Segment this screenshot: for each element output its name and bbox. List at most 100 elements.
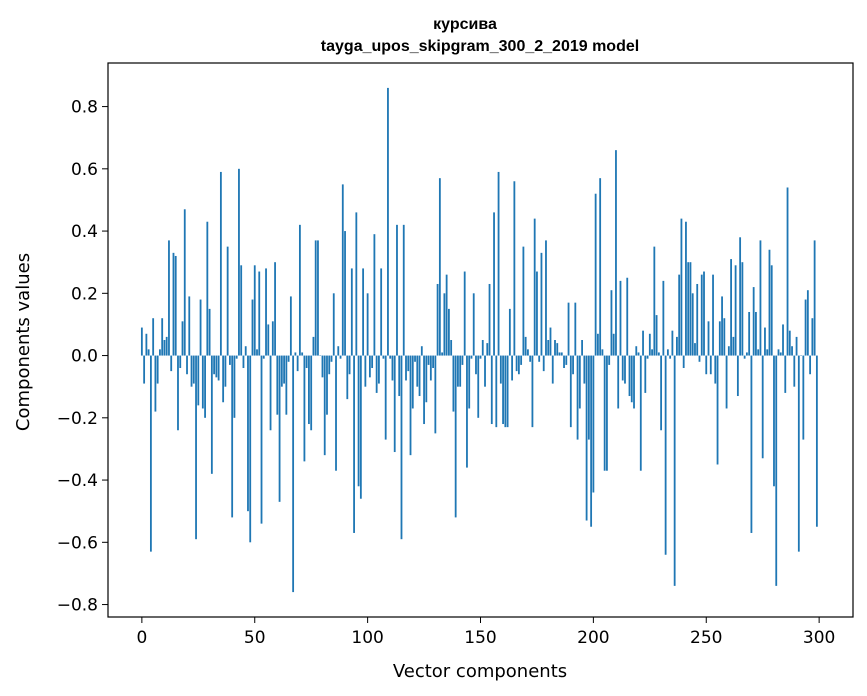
bar — [755, 311, 757, 356]
bar — [592, 355, 595, 493]
bar — [179, 355, 182, 369]
bar — [348, 355, 351, 375]
bar — [657, 352, 660, 356]
bar — [782, 324, 784, 356]
bar — [366, 293, 369, 356]
x-tick-label: 150 — [464, 628, 496, 648]
bar — [393, 355, 396, 453]
x-tick-label: 50 — [244, 628, 266, 648]
bar — [375, 355, 378, 393]
bar — [445, 274, 448, 356]
bar — [470, 355, 473, 359]
bar — [700, 274, 703, 356]
bar — [472, 293, 475, 356]
bar — [506, 355, 509, 428]
bar — [420, 346, 423, 356]
bar — [296, 355, 299, 372]
bar — [730, 259, 732, 356]
bar — [680, 218, 683, 356]
bar — [709, 355, 712, 375]
bar — [673, 355, 676, 586]
bar — [576, 355, 579, 440]
bar — [339, 355, 342, 359]
bar — [687, 262, 690, 356]
bar — [797, 355, 800, 552]
bar — [569, 355, 572, 428]
bar — [685, 221, 687, 356]
bar — [608, 355, 611, 365]
bar — [603, 355, 606, 471]
bar — [490, 355, 493, 425]
bar — [402, 224, 405, 356]
bar — [511, 355, 514, 381]
bar — [206, 221, 209, 356]
bar — [773, 355, 775, 487]
bar — [630, 355, 633, 403]
bar — [301, 352, 304, 356]
bar — [384, 355, 387, 440]
bar — [208, 308, 211, 356]
bar — [461, 355, 464, 365]
bar — [732, 336, 735, 356]
bar — [463, 271, 466, 356]
bar — [294, 352, 297, 356]
bar — [655, 315, 658, 356]
bar — [154, 355, 157, 412]
x-tick-label: 250 — [690, 628, 722, 648]
bar — [741, 262, 744, 356]
bar — [459, 355, 462, 387]
bar — [617, 355, 620, 409]
bar — [612, 333, 615, 356]
bar — [152, 318, 155, 356]
bar — [527, 349, 529, 356]
bar — [312, 336, 315, 356]
bar — [326, 355, 328, 415]
bar — [493, 212, 495, 356]
bar — [400, 355, 403, 540]
bar — [323, 355, 326, 456]
bar — [676, 336, 678, 356]
bar — [238, 168, 240, 356]
bar — [761, 355, 764, 459]
bar — [578, 355, 581, 409]
bar — [508, 308, 511, 356]
bar — [350, 268, 353, 356]
bar — [222, 355, 225, 403]
bar — [213, 355, 216, 375]
bar — [585, 355, 588, 521]
bar — [599, 178, 602, 356]
bar — [633, 355, 635, 409]
bar — [486, 343, 489, 356]
bar — [149, 355, 152, 552]
bar — [477, 355, 480, 418]
bar — [788, 330, 791, 356]
bar — [217, 355, 220, 381]
bar — [368, 355, 371, 378]
bar — [779, 352, 782, 356]
bar — [549, 327, 552, 356]
x-axis-label: Vector components — [393, 661, 567, 682]
bar — [188, 296, 191, 356]
bar — [556, 343, 559, 356]
bar — [337, 346, 340, 356]
bar — [427, 355, 430, 365]
x-tick-label: 300 — [803, 628, 835, 648]
bar — [418, 355, 421, 397]
bar — [434, 355, 437, 434]
bar — [373, 234, 376, 356]
bar — [346, 355, 349, 400]
bar — [452, 355, 455, 412]
bar — [718, 321, 721, 356]
bar — [265, 268, 267, 356]
bar — [671, 330, 674, 356]
bar — [438, 178, 441, 356]
bar — [378, 355, 380, 384]
bar — [653, 246, 656, 356]
bar — [703, 271, 705, 356]
bar — [174, 255, 177, 356]
bar — [522, 246, 525, 356]
bar — [251, 299, 254, 356]
bar — [581, 340, 583, 356]
bar — [766, 349, 769, 356]
bar — [269, 355, 272, 431]
